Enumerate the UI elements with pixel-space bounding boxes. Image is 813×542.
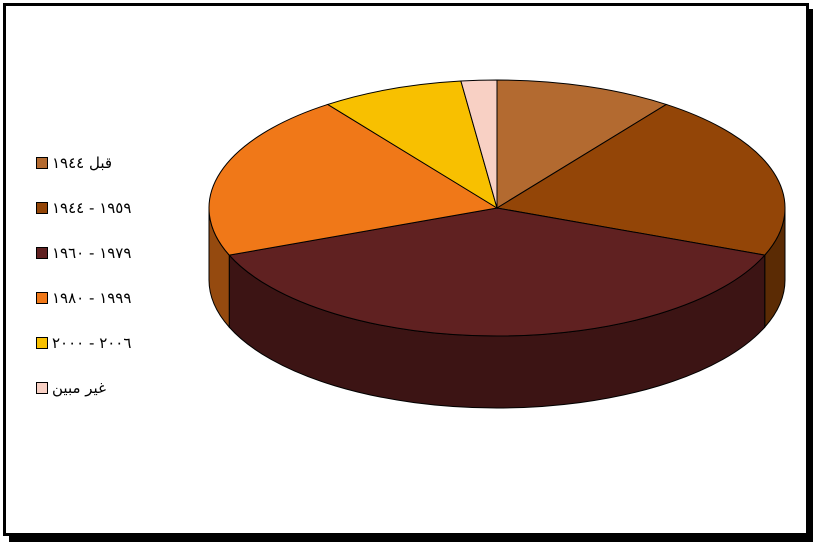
pie-slice xyxy=(228,207,766,337)
legend-swatch xyxy=(36,247,48,259)
pie-slice xyxy=(460,79,498,209)
legend-item: قبل ١٩٤٤ xyxy=(36,152,186,174)
legend-label: ١٩٧٩ - ١٩٦٠ xyxy=(52,244,132,262)
pie-chart xyxy=(208,79,786,409)
legend-label: قبل ١٩٤٤ xyxy=(52,154,113,172)
legend-swatch xyxy=(36,292,48,304)
legend-label: ١٩٥٩ - ١٩٤٤ xyxy=(52,199,132,217)
pie-slice xyxy=(326,80,498,210)
legend-item: غير مبين xyxy=(36,377,186,399)
legend: قبل ١٩٤٤ ١٩٥٩ - ١٩٤٤ ١٩٧٩ - ١٩٦٠ ١٩٩٩ - … xyxy=(36,152,186,422)
legend-swatch xyxy=(36,337,48,349)
legend-label: ١٩٩٩ - ١٩٨٠ xyxy=(52,289,132,307)
legend-item: ١٩٩٩ - ١٩٨٠ xyxy=(36,287,186,309)
legend-item: ١٩٥٩ - ١٩٤٤ xyxy=(36,197,186,219)
pie-slice xyxy=(208,103,499,256)
legend-item: ٢٠٠٦ - ٢٠٠٠ xyxy=(36,332,186,354)
legend-swatch xyxy=(36,202,48,214)
pie-slice xyxy=(496,79,668,209)
legend-label: غير مبين xyxy=(52,379,106,397)
legend-swatch xyxy=(36,157,48,169)
pie-slice xyxy=(495,103,786,256)
legend-label: ٢٠٠٦ - ٢٠٠٠ xyxy=(52,334,132,352)
chart-frame: قبل ١٩٤٤ ١٩٥٩ - ١٩٤٤ ١٩٧٩ - ١٩٦٠ ١٩٩٩ - … xyxy=(3,3,809,536)
legend-item: ١٩٧٩ - ١٩٦٠ xyxy=(36,242,186,264)
legend-swatch xyxy=(36,382,48,394)
